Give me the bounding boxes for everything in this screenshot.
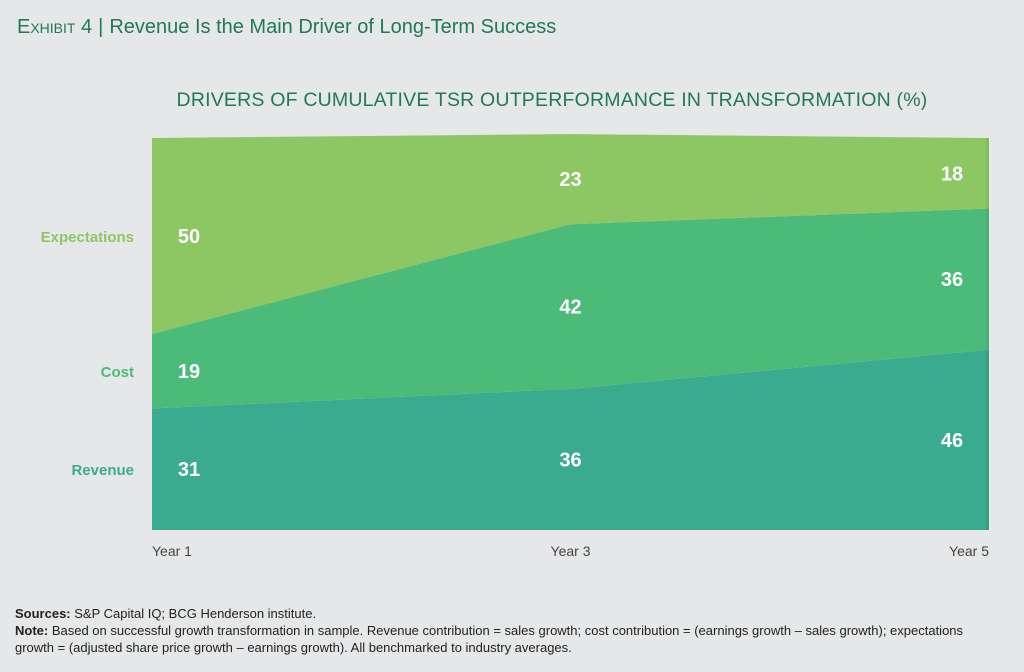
area-cost [152, 208, 989, 409]
sources-label: Sources: [15, 606, 71, 621]
exhibit-label: Exhibit 4 [17, 16, 93, 38]
x-tick-label: Year 3 [551, 543, 591, 559]
note-line: Note: Based on successful growth transfo… [15, 622, 1005, 656]
data-label: 23 [559, 169, 581, 191]
legend-label-expectations: Expectations [41, 229, 134, 246]
data-label: 31 [178, 459, 200, 481]
legend-label-cost: Cost [101, 364, 134, 381]
data-label: 36 [559, 449, 581, 471]
note-label: Note: [15, 623, 49, 638]
sources-text: S&P Capital IQ; BCG Henderson institute. [70, 606, 317, 621]
exhibit-title: Revenue Is the Main Driver of Long-Term … [109, 16, 557, 38]
separator: | [98, 16, 104, 38]
chart-title: DRIVERS OF CUMULATIVE TSR OUTPERFORMANCE… [176, 89, 928, 111]
data-label: 36 [941, 269, 963, 291]
data-label: 19 [178, 361, 200, 383]
footnotes: Sources: S&P Capital IQ; BCG Henderson i… [15, 605, 1005, 656]
x-tick-label: Year 1 [152, 543, 192, 559]
data-label: 42 [559, 297, 581, 319]
plot-right-edge [986, 138, 989, 530]
x-tick-label: Year 5 [949, 543, 989, 559]
exhibit-header: Exhibit 4 | Revenue Is the Main Driver of … [17, 16, 556, 39]
note-text: Based on successful growth transformatio… [15, 623, 964, 655]
area-revenue [152, 349, 989, 530]
data-label: 18 [941, 163, 963, 185]
data-label: 50 [178, 226, 200, 248]
area-expectations [152, 134, 989, 334]
legend-label-revenue: Revenue [71, 462, 134, 479]
sources-line: Sources: S&P Capital IQ; BCG Henderson i… [15, 605, 1005, 622]
data-label: 46 [941, 430, 963, 452]
